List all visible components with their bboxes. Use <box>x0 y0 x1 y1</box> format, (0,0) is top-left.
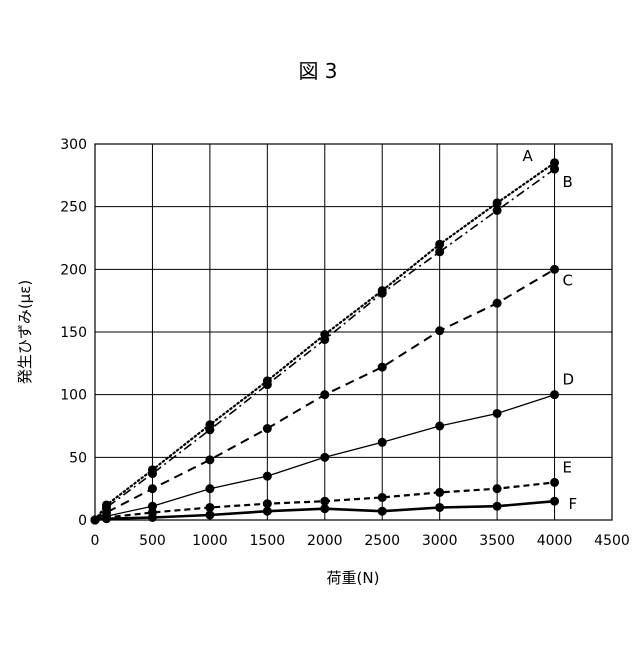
series-label: D <box>563 371 575 389</box>
data-point <box>550 390 559 399</box>
data-point <box>493 299 502 308</box>
data-point <box>378 493 387 502</box>
grid <box>95 144 612 520</box>
series-label: F <box>569 495 578 513</box>
data-point <box>435 247 444 256</box>
y-tick-label: 300 <box>60 137 87 153</box>
x-tick-label: 4500 <box>594 533 630 549</box>
y-axis-label: 発生ひずみ(με) <box>16 280 34 384</box>
data-point <box>550 478 559 487</box>
data-point <box>205 455 214 464</box>
tick-labels: 0 500 1000 1500 2000 2500 3000 3500 4000 4500 0 50 1… <box>60 137 630 549</box>
series-E: E <box>91 458 573 524</box>
data-point <box>102 514 111 523</box>
data-point <box>148 513 157 522</box>
data-point <box>320 390 329 399</box>
data-point <box>205 510 214 519</box>
series-label: C <box>563 271 573 289</box>
data-point <box>435 326 444 335</box>
series-D: D <box>91 371 575 525</box>
data-point <box>378 289 387 298</box>
x-axis-label: 荷重(N) <box>327 569 380 587</box>
x-tick-label: 2500 <box>364 533 400 549</box>
data-point <box>320 504 329 513</box>
x-tick-label: 1000 <box>192 533 228 549</box>
series-B: B <box>91 165 573 525</box>
series-group: A B C D E F <box>91 147 578 525</box>
y-tick-label: 0 <box>78 513 87 529</box>
data-point <box>263 472 272 481</box>
x-tick-label: 3500 <box>479 533 515 549</box>
figure-title: 図 3 <box>298 59 337 83</box>
data-point <box>263 424 272 433</box>
data-point <box>493 409 502 418</box>
data-point <box>550 497 559 506</box>
x-tick-label: 1500 <box>250 533 286 549</box>
data-point <box>435 488 444 497</box>
x-tick-label: 4000 <box>537 533 573 549</box>
data-point <box>320 335 329 344</box>
data-point <box>493 484 502 493</box>
data-point <box>550 165 559 174</box>
data-point <box>205 425 214 434</box>
data-point <box>148 484 157 493</box>
data-point <box>378 507 387 516</box>
data-point <box>550 265 559 274</box>
data-point <box>148 469 157 478</box>
data-point <box>435 422 444 431</box>
y-tick-label: 100 <box>60 388 87 404</box>
data-point <box>263 507 272 516</box>
series-label: A <box>523 147 534 165</box>
data-point <box>320 453 329 462</box>
x-tick-label: 0 <box>91 533 100 549</box>
data-point <box>378 438 387 447</box>
x-tick-label: 2000 <box>307 533 343 549</box>
data-point <box>263 380 272 389</box>
data-point <box>435 503 444 512</box>
data-point <box>493 502 502 511</box>
y-tick-label: 50 <box>69 450 87 466</box>
data-point <box>378 363 387 372</box>
series-label: E <box>563 458 572 476</box>
x-tick-label: 3000 <box>422 533 458 549</box>
y-tick-label: 250 <box>60 200 87 216</box>
y-tick-label: 200 <box>60 262 87 278</box>
data-point <box>493 206 502 215</box>
x-tick-label: 500 <box>139 533 166 549</box>
series-label: B <box>563 173 573 191</box>
y-tick-label: 150 <box>60 325 87 341</box>
data-point <box>205 484 214 493</box>
